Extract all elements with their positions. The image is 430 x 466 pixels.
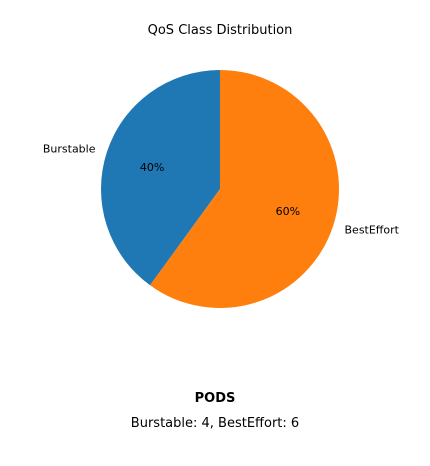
slice-percent-besteffort: 60% xyxy=(276,205,300,218)
pie-slice-besteffort xyxy=(150,70,340,309)
pie-slice-burstable xyxy=(101,70,220,286)
pie-chart: QoS Class Distribution Burstable 40% BestE… xyxy=(43,23,400,309)
summary-text: Burstable: 4, BestEffort: 6 xyxy=(130,416,300,431)
pie-labels: Burstable 40% BestEffort 60% xyxy=(43,143,400,237)
slice-label-besteffort: BestEffort xyxy=(345,224,400,237)
slice-percent-burstable: 40% xyxy=(140,161,164,174)
summary-heading: PODS xyxy=(194,391,236,406)
pie-slices xyxy=(101,70,340,309)
slice-label-burstable: Burstable xyxy=(43,143,96,156)
chart-title: QoS Class Distribution xyxy=(148,23,293,38)
